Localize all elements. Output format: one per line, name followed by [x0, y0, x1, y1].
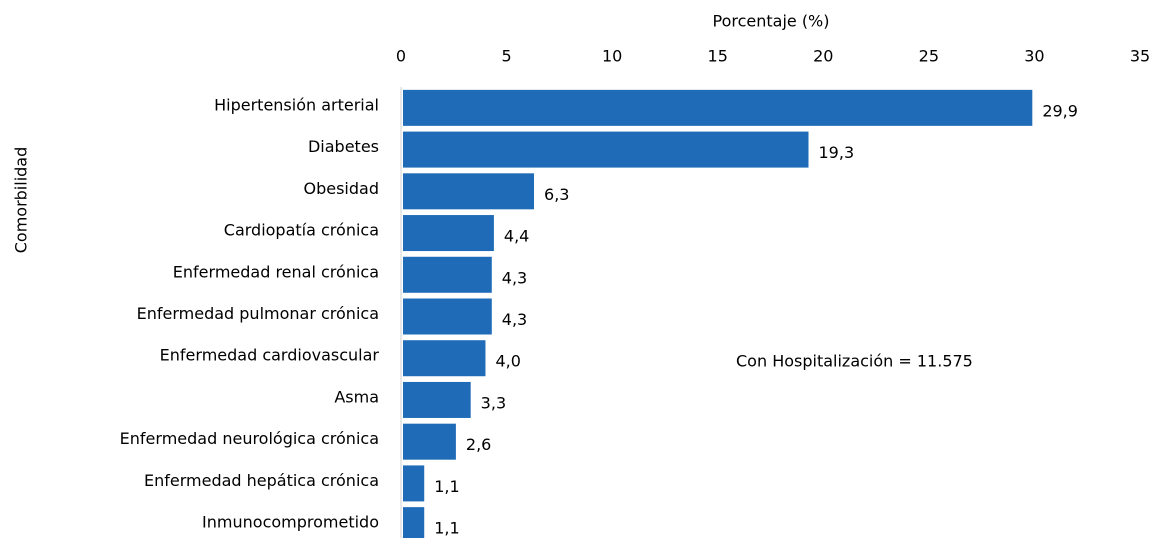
y-tick-label: Enfermedad pulmonar crónica — [137, 304, 379, 323]
value-label: 4,3 — [502, 268, 527, 287]
y-tick-label: Enfermedad cardiovascular — [160, 346, 380, 365]
bar — [403, 215, 494, 252]
value-label: 4,4 — [504, 227, 529, 246]
value-label: 4,0 — [495, 352, 520, 371]
x-tick-label: 25 — [919, 47, 939, 66]
y-tick-label: Cardiopatía crónica — [224, 221, 379, 240]
value-label: 4,3 — [502, 310, 527, 329]
y-tick-label: Enfermedad neurológica crónica — [120, 429, 379, 448]
y-tick-label: Inmunocomprometido — [202, 513, 379, 532]
bar — [403, 381, 471, 418]
bar — [403, 173, 535, 210]
annotation: Con Hospitalización = 11.575 — [736, 352, 973, 371]
y-tick-label: Asma — [334, 387, 379, 406]
x-tick-label: 15 — [708, 47, 728, 66]
x-tick-label: 35 — [1130, 47, 1150, 66]
x-tick-label: 30 — [1024, 47, 1044, 66]
x-tick-label: 20 — [813, 47, 833, 66]
value-label: 6,3 — [544, 185, 569, 204]
x-tick-label: 5 — [501, 47, 511, 66]
y-tick-label: Enfermedad hepática crónica — [144, 471, 379, 490]
bar — [403, 507, 425, 538]
bar — [403, 340, 486, 377]
bar — [403, 465, 425, 502]
y-axis-label: Comorbilidad — [12, 147, 31, 254]
value-label: 1,1 — [434, 519, 459, 538]
value-label: 3,3 — [481, 393, 506, 412]
bar — [403, 256, 492, 293]
x-tick-label: 10 — [602, 47, 622, 66]
bar — [403, 131, 809, 168]
bar — [403, 298, 492, 335]
x-tick-label: 0 — [396, 47, 406, 66]
y-tick-label: Enfermedad renal crónica — [173, 262, 379, 281]
y-tick-label: Hipertensión arterial — [214, 95, 379, 114]
value-label: 29,9 — [1042, 101, 1078, 120]
x-axis-label: Porcentaje (%) — [712, 12, 829, 31]
value-label: 1,1 — [434, 477, 459, 496]
bar — [403, 89, 1033, 126]
y-tick-label: Obesidad — [304, 179, 380, 198]
bar — [403, 423, 456, 460]
value-label: 2,6 — [466, 435, 491, 454]
y-tick-label: Diabetes — [308, 137, 379, 156]
value-label: 19,3 — [819, 143, 855, 162]
